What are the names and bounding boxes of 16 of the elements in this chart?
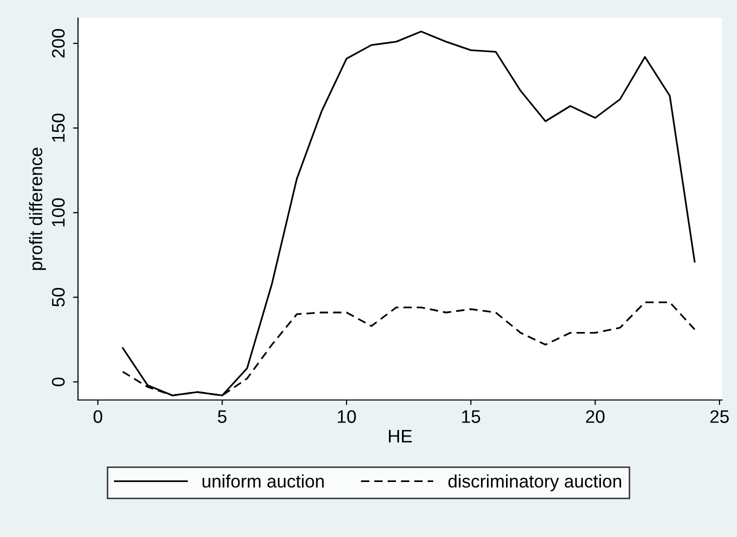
y-tick-label: 150 [52, 114, 65, 142]
legend-label: discriminatory auction [448, 474, 622, 492]
x-tick-label: 25 [710, 410, 729, 423]
y-tick-label: 100 [52, 198, 65, 226]
y-axis-title: profit difference [29, 148, 46, 270]
y-tick-label: 0 [52, 378, 65, 386]
y-tick-label: 200 [52, 29, 65, 58]
line-series [122, 30, 696, 396]
x-tick-label: 15 [462, 410, 480, 423]
y-tick-label: 50 [52, 288, 65, 307]
x-tick-label: 5 [218, 410, 226, 423]
x-axis-title: HE [388, 430, 412, 442]
legend-label: uniform auction [202, 474, 324, 488]
x-tick-label: 10 [338, 410, 356, 423]
x-tick-label: 20 [586, 410, 605, 423]
x-tick-label: 0 [94, 410, 102, 423]
